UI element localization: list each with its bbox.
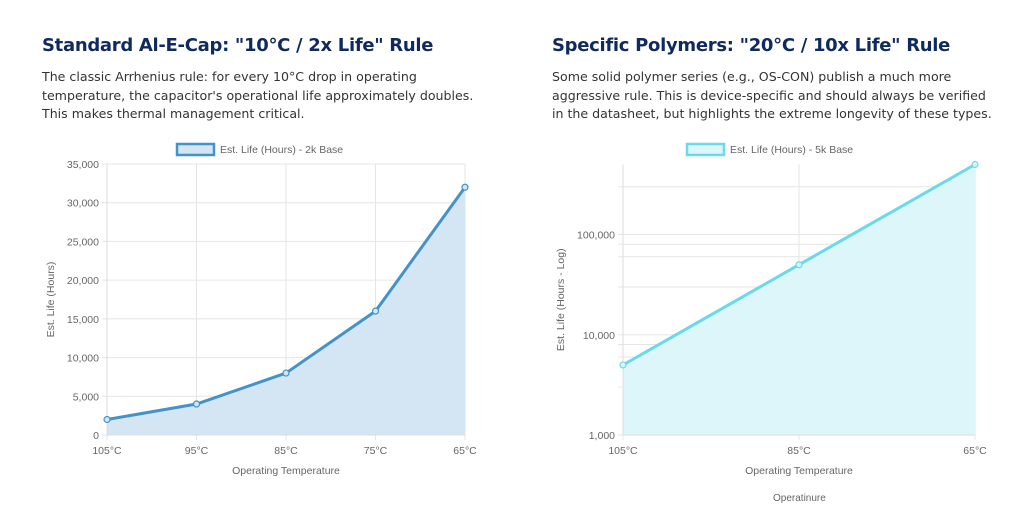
y-axis-title: Est. Life (Hours - Log) bbox=[555, 248, 567, 351]
y-axis-title: Est. Life (Hours) bbox=[45, 262, 57, 338]
y-tick-label: 100,000 bbox=[577, 230, 615, 242]
data-point bbox=[619, 361, 627, 369]
y-tick-label: 30,000 bbox=[67, 198, 99, 210]
chart-standard-life: 0 5,000 10,000 15,000 20,000 25,000 30,000 35,0… bbox=[45, 142, 477, 477]
x-tick-label: 65°C bbox=[453, 445, 477, 457]
x-tick-label: 95°C bbox=[185, 445, 209, 457]
legend-label: Est. Life (Hours) - 2k Base bbox=[220, 144, 343, 156]
y-tick-label: 0 bbox=[93, 430, 99, 442]
x-axis-title: Operating Temperature bbox=[745, 465, 853, 477]
data-point bbox=[192, 400, 201, 408]
right-title: Specific Polymers: "20°C / 10x Life" Rul… bbox=[552, 35, 951, 56]
data-point bbox=[971, 160, 979, 169]
data-point bbox=[461, 183, 469, 191]
legend-swatch bbox=[685, 142, 726, 157]
series-area-fill bbox=[107, 187, 465, 435]
x-tick-label: 105°C bbox=[92, 445, 122, 457]
y-tick-label: 1,000 bbox=[589, 430, 615, 442]
y-tick-label: 5,000 bbox=[73, 391, 99, 403]
y-tick-label: 20,000 bbox=[67, 275, 99, 287]
x-tick-label: 65°C bbox=[963, 445, 987, 457]
data-point bbox=[103, 415, 111, 424]
left-title: Standard Al-E-Cap: "10°C / 2x Life" Rule bbox=[42, 35, 434, 56]
data-point bbox=[282, 369, 290, 377]
series-area-fill bbox=[623, 164, 975, 435]
data-point bbox=[371, 307, 380, 315]
right-description: Some solid polymer series (e.g., OS-CON)… bbox=[552, 69, 992, 121]
stray-axis-label: Operatinure bbox=[773, 493, 826, 504]
x-tick-label: 105°C bbox=[608, 445, 638, 457]
legend-swatch bbox=[175, 142, 216, 157]
y-tick-label: 25,000 bbox=[67, 236, 99, 248]
x-axis-title: Operating Temperature bbox=[232, 465, 340, 477]
data-point bbox=[795, 261, 803, 269]
x-tick-label: 75°C bbox=[364, 445, 388, 457]
y-tick-label: 35,000 bbox=[67, 159, 99, 171]
y-tick-label: 10,000 bbox=[67, 353, 99, 365]
y-tick-label: 15,000 bbox=[67, 314, 99, 326]
x-tick-label: 85°C bbox=[787, 445, 811, 457]
left-description: The classic Arrhenius rule: for every 10… bbox=[42, 69, 474, 121]
legend-label: Est. Life (Hours) - 5k Base bbox=[730, 144, 853, 156]
x-tick-label: 85°C bbox=[274, 445, 298, 457]
y-tick-label: 10,000 bbox=[583, 330, 615, 342]
